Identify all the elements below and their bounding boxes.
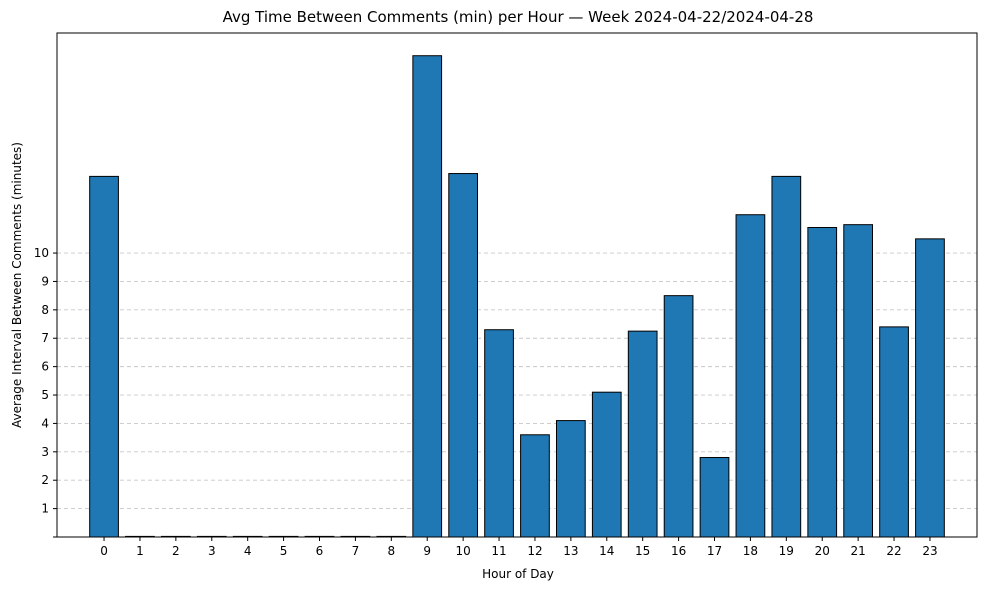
bar-hour-10 xyxy=(448,173,478,538)
x-axis-ticks: 0 1 2 3 4 5 6 7 8 9 10 11 12 13 14 15 16 17 18 19 20 21 22 23 xyxy=(100,537,938,558)
bar-hour-11 xyxy=(484,329,514,538)
bar-hour-9 xyxy=(412,55,443,538)
x-tick-label: 8 xyxy=(387,544,395,558)
x-tick-label: 16 xyxy=(671,544,686,558)
y-tick-label: 2 xyxy=(41,473,49,487)
y-axis-label: Average Interval Between Comments (minut… xyxy=(10,142,24,428)
y-tick-label: 1 xyxy=(41,502,49,516)
bar-hour-16 xyxy=(663,295,694,538)
bar-hour-17 xyxy=(699,456,730,538)
x-tick-label: 2 xyxy=(172,544,180,558)
x-tick-label: 17 xyxy=(707,544,722,558)
y-tick-label: 3 xyxy=(41,445,49,459)
x-tick-label: 0 xyxy=(100,544,108,558)
bar-hour-22 xyxy=(879,326,909,538)
bar-hour-21 xyxy=(843,224,874,538)
x-tick-label: 19 xyxy=(779,544,794,558)
bar-hour-0 xyxy=(89,175,119,538)
x-tick-label: 18 xyxy=(743,544,758,558)
x-tick-label: 5 xyxy=(280,544,288,558)
x-tick-label: 15 xyxy=(635,544,650,558)
x-tick-label: 9 xyxy=(423,544,431,558)
chart-title: Avg Time Between Comments (min) per Hour… xyxy=(223,8,814,26)
x-tick-label: 21 xyxy=(850,544,865,558)
bar-hour-15 xyxy=(627,330,658,538)
x-axis-label: Hour of Day xyxy=(482,567,554,581)
bars xyxy=(89,55,945,538)
plot-area-frame xyxy=(56,32,978,538)
x-tick-label: 12 xyxy=(527,544,542,558)
bar-hour-19 xyxy=(771,175,802,538)
x-tick-label: 7 xyxy=(352,544,360,558)
y-axis-ticks: 1 2 3 4 5 6 7 8 9 10 xyxy=(34,246,57,538)
y-tick-label: 10 xyxy=(34,246,49,260)
x-tick-label: 10 xyxy=(455,544,470,558)
x-tick-label: 4 xyxy=(244,544,252,558)
x-tick-label: 14 xyxy=(599,544,614,558)
y-tick-label: 6 xyxy=(41,360,49,374)
x-tick-label: 11 xyxy=(491,544,506,558)
y-tick-label: 5 xyxy=(41,388,49,402)
y-tick-label: 4 xyxy=(41,416,49,430)
x-tick-label: 1 xyxy=(136,544,144,558)
x-tick-label: 23 xyxy=(922,544,937,558)
bar-hour-20 xyxy=(807,227,838,538)
x-tick-label: 22 xyxy=(886,544,901,558)
bar-hour-18 xyxy=(735,214,766,538)
bar-hour-23 xyxy=(915,238,945,538)
bar-hour-13 xyxy=(556,420,586,538)
bar-hour-14 xyxy=(591,391,622,538)
x-tick-label: 13 xyxy=(563,544,578,558)
y-tick-label: 8 xyxy=(41,303,49,317)
y-tick-label: 7 xyxy=(41,331,49,345)
x-tick-label: 6 xyxy=(316,544,324,558)
y-tick-label: 9 xyxy=(41,274,49,288)
bar-hour-12 xyxy=(520,434,550,538)
x-tick-label: 3 xyxy=(208,544,216,558)
x-tick-label: 20 xyxy=(815,544,830,558)
